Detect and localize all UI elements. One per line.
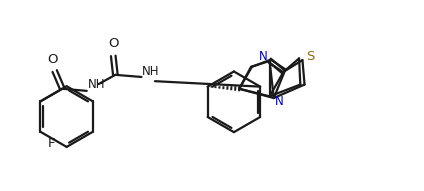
- Text: O: O: [47, 53, 58, 66]
- Text: NH: NH: [142, 65, 160, 78]
- Text: F: F: [48, 137, 56, 150]
- Text: O: O: [108, 37, 118, 50]
- Text: N: N: [259, 50, 268, 63]
- Text: S: S: [306, 50, 314, 63]
- Text: NH: NH: [87, 79, 105, 91]
- Text: N: N: [275, 95, 284, 108]
